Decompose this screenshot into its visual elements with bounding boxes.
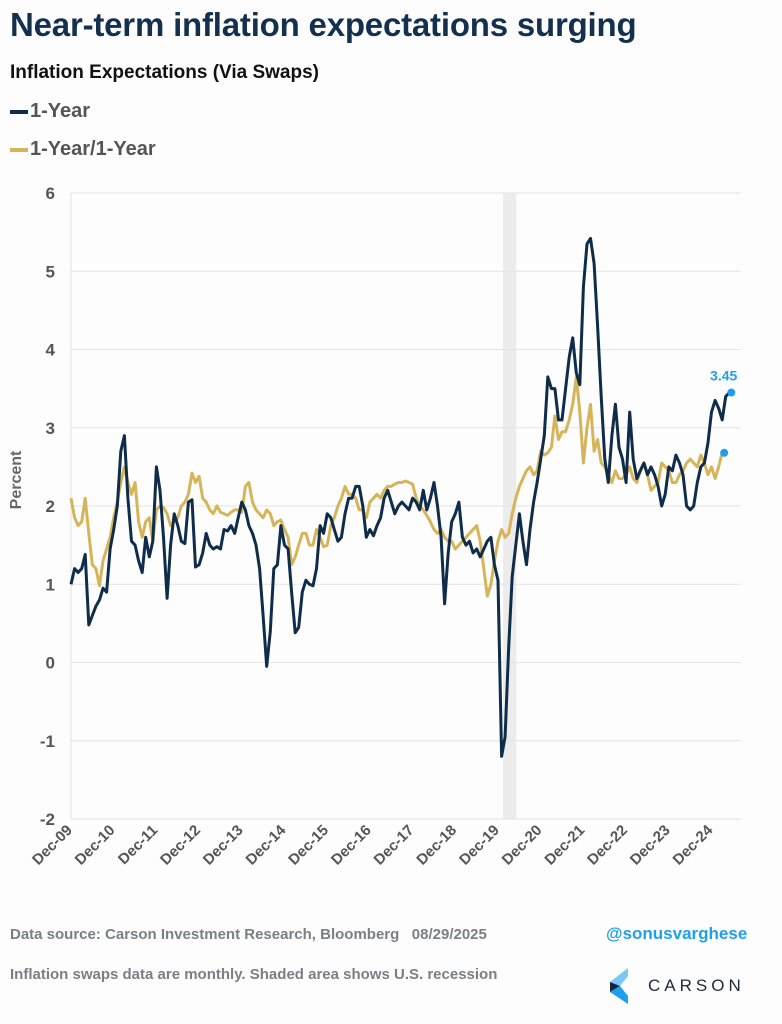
legend-swatch-1-year [10,109,28,114]
y-tick-label: 1 [46,575,55,594]
y-axis-label: Percent [8,450,25,509]
y-tick-label: -1 [40,732,55,751]
x-tick-label: Dec-10 [72,822,119,869]
legend-item-1-year: 1-Year [10,100,90,123]
series-line-1-year-1-year [69,375,724,598]
x-tick-label: Dec-21 [541,822,588,869]
carson-logo: CARSON [610,968,745,1004]
y-tick-label: -2 [40,810,55,829]
legend-swatch-1-year-1-year [10,147,28,152]
x-tick-label: Dec-12 [157,822,204,869]
x-tick-label: Dec-19 [456,822,503,869]
carson-logo-icon [610,968,628,1004]
y-tick-label: 3 [46,419,55,438]
chart-title: Near-term inflation expectations surging [10,6,637,43]
y-tick-label: 6 [46,184,55,203]
legend-item-1-year-1-year: 1-Year/1-Year [10,138,156,161]
data-source-note: Data source: Carson Investment Research,… [10,926,487,943]
y-tick-label: 4 [46,341,56,360]
y-tick-label: 2 [46,497,55,516]
legend-label-1-year-1-year: 1-Year/1-Year [30,138,156,160]
x-tick-label: Dec-20 [499,822,546,869]
x-tick-label: Dec-16 [328,822,375,869]
end-value-label: 3.45 [710,368,737,384]
x-tick-label: Dec-24 [670,821,717,868]
x-tick-label: Dec-11 [115,822,161,868]
series-line-1-year [69,236,731,758]
y-tick-label: 0 [46,654,55,673]
x-tick-label: Dec-23 [627,822,674,869]
x-tick-label: Dec-22 [584,822,631,869]
x-tick-label: Dec-13 [200,822,247,869]
x-tick-label: Dec-14 [243,821,290,868]
x-tick-label: Dec-15 [285,822,332,869]
legend-label-1-year: 1-Year [30,100,91,122]
methodology-note: Inflation swaps data are monthly. Shaded… [10,966,498,983]
author-handle[interactable]: @sonusvarghese [606,924,748,943]
end-marker-1-year [727,388,736,397]
chart-subtitle: Inflation Expectations (Via Swaps) [10,62,319,83]
end-marker-1-year-1-year [720,448,729,457]
x-tick-label: Dec-18 [413,822,460,869]
x-tick-label: Dec-17 [371,822,418,869]
y-tick-label: 5 [46,262,55,281]
carson-logo-text: CARSON [648,976,745,995]
